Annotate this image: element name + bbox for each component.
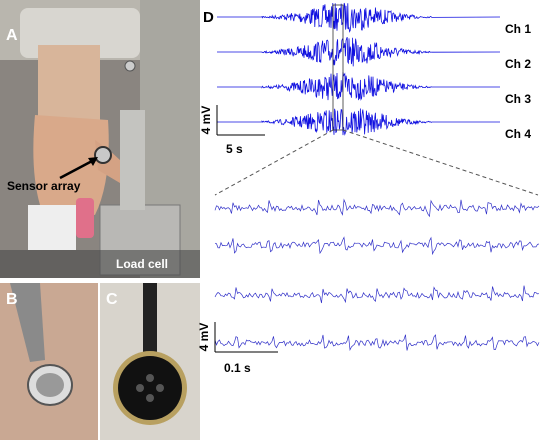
annotation: Load cell: [116, 257, 168, 271]
panel-label: C: [106, 291, 118, 308]
screw: [125, 61, 135, 71]
scale-label: 4 mV: [197, 323, 211, 352]
traces: Ch 1 Ch 2 Ch 3 Ch 4: [215, 3, 539, 351]
electrode: [136, 384, 144, 392]
photo-b: B: [0, 283, 98, 440]
sensor-face: [36, 373, 64, 397]
electrode: [156, 384, 164, 392]
scale-label: 4 mV: [199, 106, 213, 135]
wrap: [38, 45, 100, 120]
cable: [143, 283, 157, 353]
figure: Sensor array Load cell A B C D Ch 1Ch 2C…: [0, 0, 540, 440]
panel-label: D: [203, 9, 214, 26]
emg-trace: [217, 37, 500, 66]
channel-label: Ch 3: [505, 92, 531, 106]
photo-a: Sensor array Load cell A: [0, 0, 200, 278]
channel-label: Ch 2: [505, 57, 531, 71]
channel-label: Ch 4: [505, 127, 531, 141]
emg-trace-zoom: [215, 286, 539, 303]
zoom-line: [215, 130, 333, 195]
sensor-body: [118, 356, 182, 420]
emg-trace: [217, 72, 500, 100]
finger-holder: [76, 198, 94, 238]
channel-label: Ch 1: [505, 22, 531, 36]
strap: [28, 205, 76, 250]
panel-label: B: [6, 291, 18, 308]
sensor: [95, 147, 111, 163]
scale-label: 5 s: [226, 142, 243, 156]
emg-trace: [217, 3, 500, 32]
electrode: [146, 394, 154, 402]
page: Sensor array Load cell A B C D Ch 1Ch 2C…: [0, 0, 540, 440]
photo-c: C: [100, 283, 200, 440]
hand: [33, 115, 108, 215]
scale-label: 0.1 s: [224, 361, 251, 375]
post: [120, 110, 145, 210]
electrode: [146, 374, 154, 382]
emg-trace-zoom: [215, 200, 539, 217]
emg-trace-zoom: [215, 237, 539, 254]
base: [0, 250, 200, 278]
emg-trace-zoom: [215, 335, 539, 351]
annotation: Sensor array: [7, 179, 81, 193]
panel-label: A: [6, 27, 18, 44]
emg-trace: [217, 109, 500, 136]
